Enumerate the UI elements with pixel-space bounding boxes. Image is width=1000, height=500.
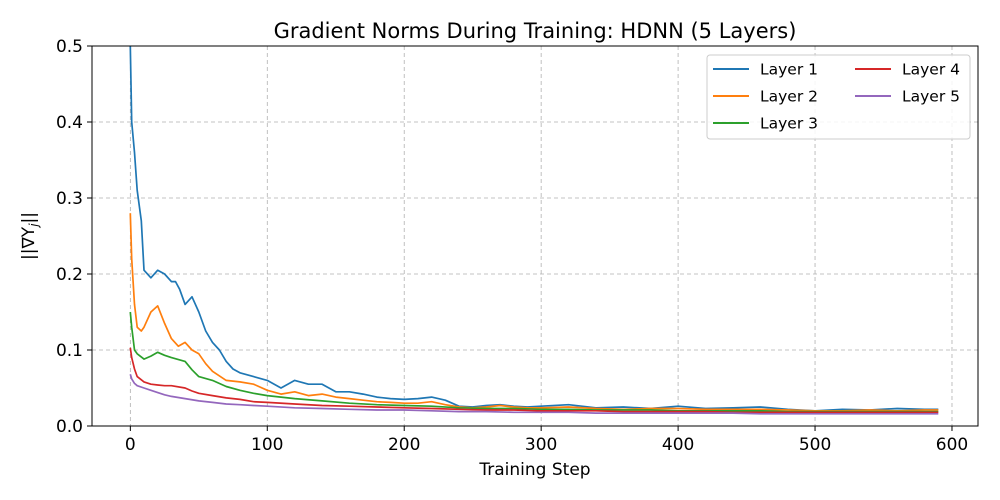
x-tick-label: 400 xyxy=(662,435,694,455)
x-tick-label: 0 xyxy=(125,435,136,455)
legend-label: Layer 5 xyxy=(902,88,960,106)
y-axis-title-text: ||∇Yj|| xyxy=(19,212,41,260)
y-tick-label: 0.0 xyxy=(56,417,83,437)
legend-label: Layer 3 xyxy=(760,115,818,133)
y-axis-title: ||∇Yj|| xyxy=(19,212,41,260)
plot-frame xyxy=(91,45,979,427)
x-tick-label: 500 xyxy=(799,435,831,455)
series-line-4 xyxy=(129,347,939,414)
legend: Layer 1 Layer 2 Layer 3 Layer 4 Layer 5 xyxy=(706,54,971,140)
series-lines xyxy=(129,45,939,415)
x-tick-label: 300 xyxy=(525,435,557,455)
axis-ticks: 0 100 200 300 400 500 600 0.0 0.1 0.2 0.3 0.4 0.5 xyxy=(56,37,968,455)
y-tick-label: 0.1 xyxy=(56,341,83,361)
x-tick-label: 100 xyxy=(251,435,283,455)
legend-label: Layer 4 xyxy=(902,61,960,79)
chart-title: Gradient Norms During Training: HDNN (5 … xyxy=(274,19,797,43)
series-line-5 xyxy=(129,374,939,415)
x-tick-label: 200 xyxy=(388,435,420,455)
legend-box xyxy=(706,54,971,140)
series-line-1 xyxy=(129,45,939,412)
y-tick-label: 0.2 xyxy=(56,265,83,285)
series-line-2 xyxy=(129,213,939,412)
x-tick-label: 600 xyxy=(936,435,968,455)
legend-label: Layer 1 xyxy=(760,61,818,79)
y-tick-label: 0.3 xyxy=(56,189,83,209)
y-tick-label: 0.5 xyxy=(56,37,83,57)
series-line-3 xyxy=(129,311,939,413)
legend-label: Layer 2 xyxy=(760,88,818,106)
x-axis-title: Training Step xyxy=(478,460,590,480)
y-tick-label: 0.4 xyxy=(56,113,83,133)
